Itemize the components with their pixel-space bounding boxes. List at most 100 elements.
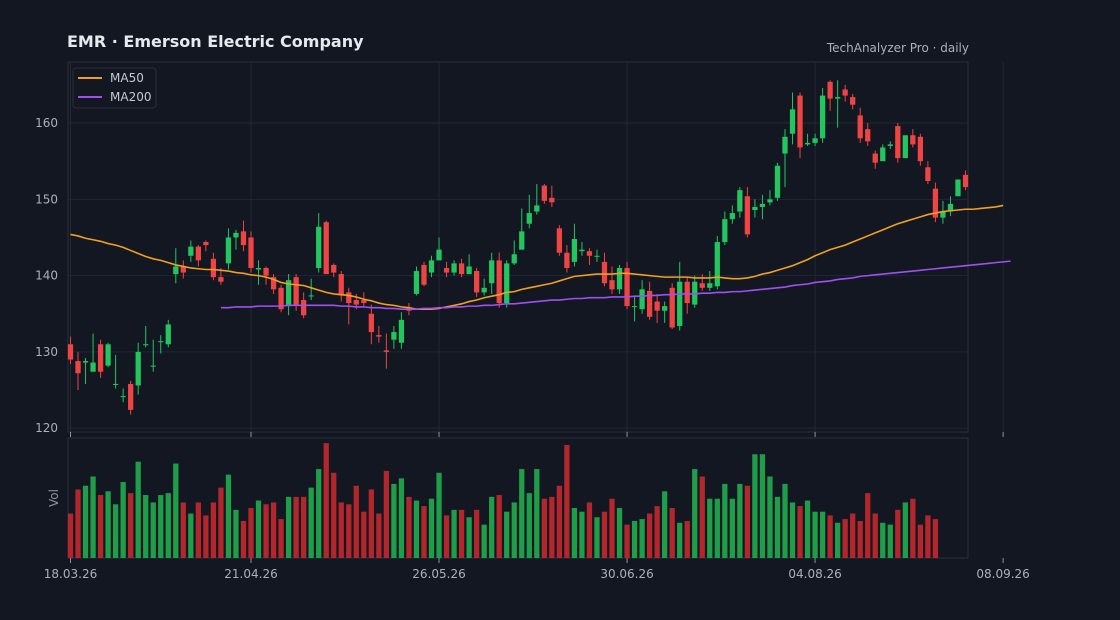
candle <box>150 339 156 372</box>
volume-bar <box>233 509 239 558</box>
candle <box>489 252 495 294</box>
candle-body <box>880 147 886 162</box>
volume-bar <box>842 519 848 558</box>
candle-body <box>413 271 420 294</box>
candle-body <box>504 263 510 304</box>
volume-bar <box>323 443 329 558</box>
candle-body <box>534 205 540 212</box>
candle-body <box>835 97 841 99</box>
volume-bar <box>669 507 675 558</box>
ma50-line <box>70 204 1004 310</box>
candle <box>270 274 277 294</box>
candle-body <box>338 274 344 296</box>
candle-body <box>549 197 555 203</box>
candle <box>932 182 939 223</box>
volume-bar <box>263 504 269 558</box>
candle-body <box>669 287 675 328</box>
candle <box>835 80 841 128</box>
candle <box>729 205 735 224</box>
x-tick-label: 21.04.26 <box>224 567 277 581</box>
candle <box>75 351 81 391</box>
candle <box>331 263 337 278</box>
x-tick-label: 08.09.26 <box>976 567 1029 581</box>
candle <box>549 185 555 207</box>
volume-bar <box>857 520 863 558</box>
volume-bar <box>97 495 104 558</box>
volume-bar <box>624 524 630 558</box>
volume-bar <box>887 524 893 558</box>
candle-body <box>842 89 848 96</box>
volume-bar <box>646 513 653 558</box>
candle <box>827 80 833 111</box>
candle <box>631 295 638 322</box>
volume-bar <box>240 520 247 558</box>
candle-body <box>947 203 954 212</box>
candle <box>737 187 743 218</box>
volume-bar <box>466 517 472 558</box>
candle-body <box>857 115 863 139</box>
y-tick-label: 140 <box>35 269 58 283</box>
y-tick-label: 150 <box>35 192 58 206</box>
candle-body <box>255 267 262 270</box>
volume-bar <box>270 502 277 558</box>
candle-body <box>82 361 89 363</box>
volume-bar <box>143 495 149 558</box>
volume-bar <box>729 498 735 558</box>
volume-bar <box>353 485 359 558</box>
volume-bar <box>827 515 833 558</box>
candle-body <box>744 196 751 235</box>
candle <box>759 194 766 220</box>
candle-body <box>421 264 427 285</box>
candle-body <box>496 260 502 304</box>
candle-body <box>774 165 781 198</box>
candle-body <box>203 242 209 246</box>
candle <box>594 249 600 262</box>
candle-body <box>819 95 826 139</box>
candle-body <box>75 361 81 374</box>
candle <box>82 358 89 384</box>
candle-body <box>285 280 292 307</box>
candle-body <box>722 219 728 243</box>
volume-bar <box>526 493 532 558</box>
candle-body <box>910 135 916 145</box>
volume-bar <box>489 496 495 558</box>
candle-body <box>165 324 171 345</box>
volume-bar <box>67 513 74 558</box>
candle <box>819 87 826 143</box>
candle <box>842 84 848 102</box>
chart-subtitle: TechAnalyzer Pro · daily <box>826 41 969 55</box>
candle-body <box>481 287 487 293</box>
candle-body <box>677 281 683 326</box>
volume-bar <box>910 498 916 558</box>
volume-bar <box>496 495 502 558</box>
volume-bar <box>586 502 593 558</box>
volume-bar <box>812 511 818 558</box>
candle-body <box>120 396 126 398</box>
candle-body <box>391 332 397 340</box>
candle-body <box>616 267 623 290</box>
candle <box>496 252 502 308</box>
candle-body <box>714 242 720 287</box>
candle <box>398 312 405 349</box>
candle <box>564 245 570 273</box>
candle <box>263 266 269 285</box>
candle-body <box>564 252 570 268</box>
candle-body <box>278 287 284 310</box>
volume-bar <box>128 493 134 558</box>
volume-bar <box>511 502 517 558</box>
volume-bar <box>819 511 826 558</box>
candle <box>902 135 908 159</box>
volume-bar <box>391 483 397 558</box>
candle <box>872 150 878 169</box>
volume-bar <box>293 496 299 558</box>
candle <box>880 144 886 162</box>
candle-body <box>594 255 600 257</box>
legend: MA50 MA200 <box>72 67 157 109</box>
candle <box>797 92 803 159</box>
volume-bar <box>692 469 698 558</box>
candle <box>526 194 532 229</box>
candle-body <box>519 231 525 250</box>
candle-body <box>323 222 329 275</box>
candle <box>128 380 134 415</box>
candle <box>466 254 472 275</box>
